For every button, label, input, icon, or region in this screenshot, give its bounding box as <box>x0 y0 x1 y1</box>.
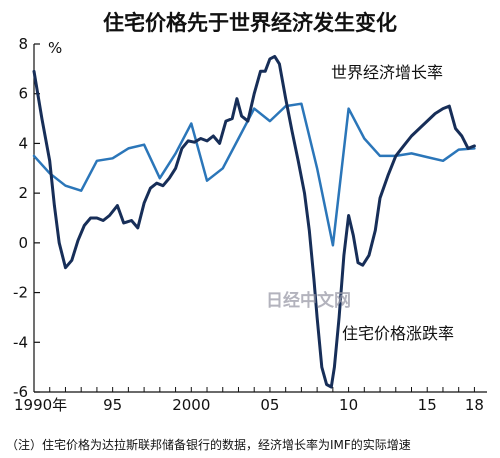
chart-title: 住宅价格先于世界经济发生变化 <box>103 11 397 35</box>
y-tick-label: 8 <box>18 35 28 53</box>
watermark-logo: 日经中文网 <box>266 290 351 311</box>
y-axis-unit: % <box>48 39 62 57</box>
housing-price-annotation: 住宅价格涨跌率 <box>342 324 454 343</box>
series-layer <box>32 54 476 389</box>
x-tick-label: 2000 <box>172 396 210 414</box>
x-tick-label: 18 <box>465 396 484 414</box>
world-growth-annotation: 世界经济增长率 <box>331 63 443 82</box>
y-tick-label: 6 <box>18 85 28 103</box>
world-growth-line <box>32 102 476 247</box>
y-axis: 8 6 4 2 0 -2 -4 -6 <box>13 35 40 401</box>
y-tick-label: 2 <box>18 184 28 202</box>
x-tick-label: 10 <box>339 396 358 414</box>
x-axis: 1990年 95 2000 05 10 15 18 <box>14 387 487 414</box>
x-tick-label: 15 <box>418 396 437 414</box>
y-tick-label: -6 <box>13 383 28 401</box>
x-tick-label: 05 <box>260 396 279 414</box>
x-tick-label: 95 <box>103 396 122 414</box>
y-tick-label: 0 <box>18 234 28 252</box>
x-tick-label: 1990年 <box>14 396 67 414</box>
footnote: （注）住宅价格为达拉斯联邦储备银行的数据，经济增长率为IMF的实际增速 <box>6 437 411 452</box>
housing-price-line <box>32 54 476 389</box>
y-tick-label: -2 <box>13 284 28 302</box>
y-tick-label: 4 <box>18 134 28 152</box>
y-tick-label: -4 <box>13 333 28 351</box>
